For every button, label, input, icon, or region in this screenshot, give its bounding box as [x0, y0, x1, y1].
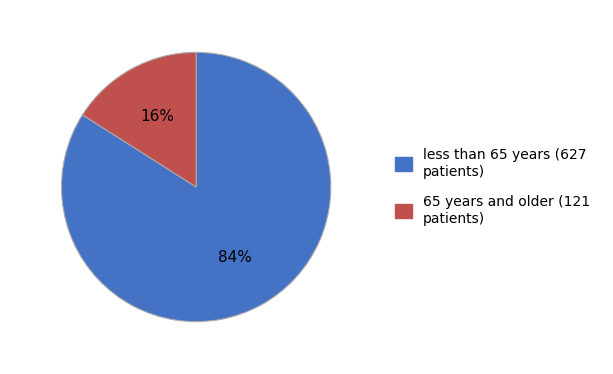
Text: 84%: 84%	[218, 250, 252, 265]
Wedge shape	[61, 52, 331, 322]
Wedge shape	[83, 52, 196, 187]
Text: 16%: 16%	[140, 109, 174, 124]
Legend: less than 65 years (627
patients), 65 years and older (121
patients): less than 65 years (627 patients), 65 ye…	[388, 141, 597, 233]
